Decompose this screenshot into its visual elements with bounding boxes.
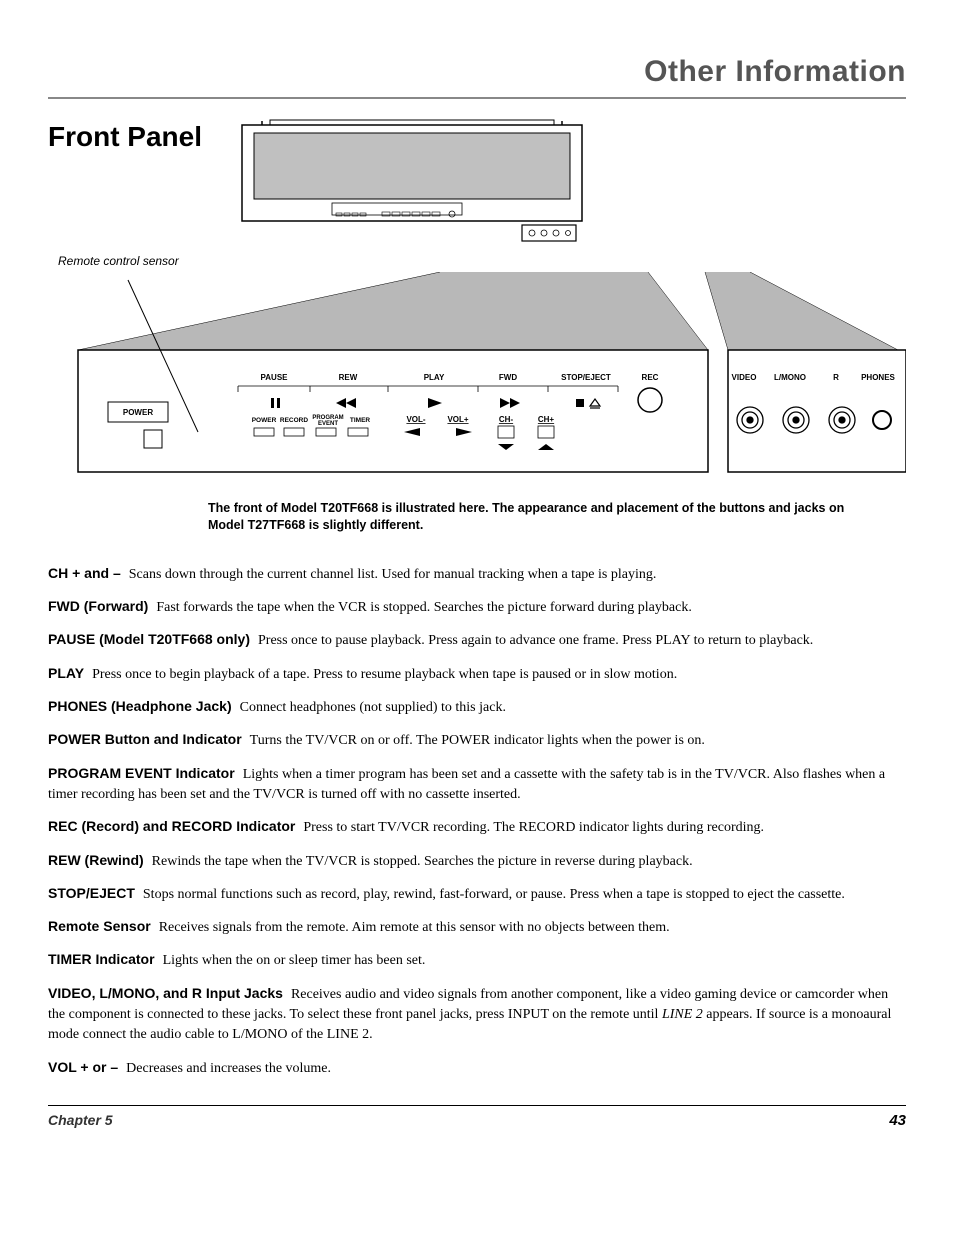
- term: PLAY: [48, 665, 84, 681]
- front-panel-diagram: POWER PAUSE REW PLAY FWD STOP/EJECT REC …: [48, 272, 906, 492]
- term: CH + and –: [48, 565, 121, 581]
- term: FWD (Forward): [48, 598, 148, 614]
- term: PROGRAM EVENT Indicator: [48, 765, 235, 781]
- svg-text:PAUSE: PAUSE: [261, 373, 289, 382]
- svg-text:POWER: POWER: [252, 417, 277, 424]
- sensor-label: Remote control sensor: [58, 253, 906, 270]
- description: Press once to begin playback of a tape. …: [92, 667, 677, 682]
- svg-text:R: R: [833, 373, 839, 382]
- svg-text:VOL-: VOL-: [406, 415, 425, 424]
- description: Turns the TV/VCR on or off. The POWER in…: [250, 733, 705, 748]
- term: POWER Button and Indicator: [48, 731, 242, 747]
- definition-entry: TIMER Indicator Lights when the on or sle…: [48, 949, 906, 971]
- svg-text:L/MONO: L/MONO: [774, 373, 806, 382]
- svg-text:POWER: POWER: [123, 408, 153, 417]
- section-title: Front Panel: [48, 117, 202, 158]
- tv-illustration: [232, 117, 602, 247]
- description: Receives signals from the remote. Aim re…: [159, 920, 670, 935]
- svg-text:EVENT: EVENT: [318, 421, 338, 427]
- svg-text:RECORD: RECORD: [280, 417, 308, 424]
- definition-entry: REW (Rewind) Rewinds the tape when the TV…: [48, 850, 906, 872]
- term: REC (Record) and RECORD Indicator: [48, 818, 295, 834]
- definition-entry: Remote Sensor Receives signals from the r…: [48, 916, 906, 938]
- svg-text:VOL+: VOL+: [447, 415, 468, 424]
- description: Connect headphones (not supplied) to thi…: [240, 700, 506, 715]
- term: VOL + or –: [48, 1059, 118, 1075]
- definition-entry: PHONES (Headphone Jack) Connect headphone…: [48, 696, 906, 718]
- svg-text:CH+: CH+: [538, 415, 555, 424]
- term: STOP/EJECT: [48, 885, 135, 901]
- chapter-label: Chapter 5: [48, 1110, 113, 1132]
- page-header: Other Information: [48, 50, 906, 99]
- page-number: 43: [889, 1110, 906, 1132]
- definition-entry: CH + and – Scans down through the current…: [48, 563, 906, 585]
- definition-entry: STOP/EJECT Stops normal functions such as…: [48, 883, 906, 905]
- description: Decreases and increases the volume.: [126, 1061, 331, 1076]
- definitions-list: CH + and – Scans down through the current…: [48, 563, 906, 1079]
- term: PAUSE (Model T20TF668 only): [48, 631, 250, 647]
- svg-text:FWD: FWD: [499, 373, 517, 382]
- svg-text:CH-: CH-: [499, 415, 514, 424]
- definition-entry: POWER Button and Indicator Turns the TV/V…: [48, 729, 906, 751]
- definition-entry: REC (Record) and RECORD Indicator Press t…: [48, 816, 906, 838]
- description: Stops normal functions such as record, p…: [143, 887, 845, 902]
- term: REW (Rewind): [48, 852, 144, 868]
- term: Remote Sensor: [48, 918, 151, 934]
- term: VIDEO, L/MONO, and R Input Jacks: [48, 985, 283, 1001]
- description: Press once to pause playback. Press agai…: [258, 633, 813, 648]
- definition-entry: VIDEO, L/MONO, and R Input JacksReceives…: [48, 983, 906, 1046]
- svg-text:STOP/EJECT: STOP/EJECT: [561, 373, 611, 382]
- definition-entry: VOL + or – Decreases and increases the vo…: [48, 1057, 906, 1079]
- diagram-note: The front of Model T20TF668 is illustrat…: [208, 500, 848, 535]
- definition-entry: PLAY Press once to begin playback of a ta…: [48, 663, 906, 685]
- description: Scans down through the current channel l…: [129, 567, 657, 582]
- svg-text:REW: REW: [339, 373, 358, 382]
- description: Press to start TV/VCR recording. The REC…: [303, 820, 764, 835]
- description: Lights when the on or sleep timer has be…: [163, 953, 426, 968]
- description: Rewinds the tape when the TV/VCR is stop…: [152, 854, 693, 869]
- description: Fast forwards the tape when the VCR is s…: [156, 600, 692, 615]
- term: TIMER Indicator: [48, 951, 155, 967]
- definition-entry: FWD (Forward) Fast forwards the tape when…: [48, 596, 906, 618]
- svg-text:PLAY: PLAY: [424, 373, 445, 382]
- definition-entry: PAUSE (Model T20TF668 only) Press once to…: [48, 629, 906, 651]
- svg-text:PHONES: PHONES: [861, 373, 895, 382]
- svg-text:VIDEO: VIDEO: [732, 373, 757, 382]
- svg-text:REC: REC: [642, 373, 659, 382]
- term: PHONES (Headphone Jack): [48, 698, 232, 714]
- svg-text:TIMER: TIMER: [350, 417, 371, 424]
- definition-entry: PROGRAM EVENT IndicatorLights when a tim…: [48, 763, 906, 806]
